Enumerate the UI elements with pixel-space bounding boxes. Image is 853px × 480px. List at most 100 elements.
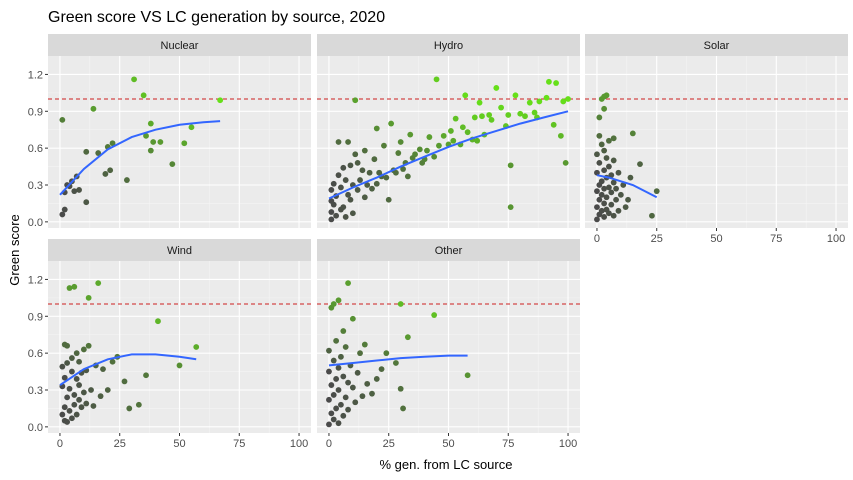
data-point [345,379,351,386]
y-tick-label: 0.3 [28,180,43,192]
data-point [71,401,78,408]
data-point [69,355,75,361]
data-point [109,358,116,365]
data-point [326,347,332,354]
data-point [333,212,340,219]
data-point [397,385,404,392]
data-point [479,113,485,120]
data-point [522,113,528,120]
data-point [340,373,347,380]
data-point [143,372,149,379]
data-point [620,182,627,188]
trend-line [328,110,569,200]
data-point [217,97,224,104]
facet-strip-label: Nuclear [161,40,199,52]
data-point [342,344,349,350]
data-point [338,401,344,408]
data-point [359,167,366,174]
data-point [603,155,610,161]
data-point [385,196,392,203]
data-point [610,135,617,142]
data-point [476,99,483,106]
data-point [169,161,176,168]
data-point [507,204,514,211]
data-point [328,410,335,417]
x-tick-label: 100 [559,438,577,450]
data-point [598,207,605,214]
data-point [335,297,342,304]
data-point [369,185,375,192]
data-point [147,147,154,154]
data-point [340,164,347,171]
y-tick-label: 0.0 [28,422,43,434]
data-point [637,161,643,168]
data-point [395,150,402,156]
data-point [333,337,340,344]
data-point [596,196,603,203]
data-point [610,157,617,164]
x-tick-label: 75 [502,438,514,450]
data-point [326,396,332,403]
data-point [354,159,361,166]
data-point [71,283,78,290]
data-point [78,404,85,411]
data-point [440,132,447,139]
x-tick-label: 75 [233,438,245,450]
data-point [498,104,504,111]
data-point [404,173,411,180]
data-point [615,169,622,176]
data-point [594,216,600,223]
data-point [596,114,603,121]
data-point [345,280,351,287]
data-point [526,99,533,106]
data-point [147,120,154,127]
data-point [459,124,466,131]
data-point [345,406,351,413]
data-point [371,156,378,163]
data-point [606,184,612,191]
trend-line [59,120,221,196]
data-point [603,92,610,99]
data-point [97,393,104,400]
data-point [426,134,433,140]
data-point [124,177,130,183]
data-point [625,196,631,203]
data-point [73,376,80,382]
data-point [345,139,351,145]
data-point [364,380,371,387]
data-point [404,334,411,341]
data-point [354,187,361,193]
data-point [393,360,399,366]
data-point [622,204,629,211]
data-point [326,368,332,375]
facet-strip-label: Wind [167,245,192,257]
data-point [378,366,385,373]
data-point [59,363,66,370]
data-point [601,147,608,154]
data-point [412,151,418,158]
data-point [338,353,344,360]
data-point [90,403,97,409]
data-point [59,411,66,418]
data-point [328,209,335,215]
data-point [330,416,337,423]
data-point [150,139,157,145]
data-point [347,196,354,203]
data-point [436,142,442,149]
data-point [85,294,92,301]
data-point [596,159,603,166]
data-point [601,214,608,220]
x-tick-label: 0 [326,438,332,450]
data-point [474,137,481,144]
data-point [536,98,543,105]
data-point [135,401,142,408]
facet-strip-label: Solar [704,40,730,52]
trend-line [59,353,197,386]
data-point [349,315,356,322]
data-point [157,139,164,145]
x-tick-label: 25 [383,438,395,450]
data-point [601,167,608,174]
data-point [546,78,552,85]
data-point [407,131,414,138]
data-point [328,382,335,388]
